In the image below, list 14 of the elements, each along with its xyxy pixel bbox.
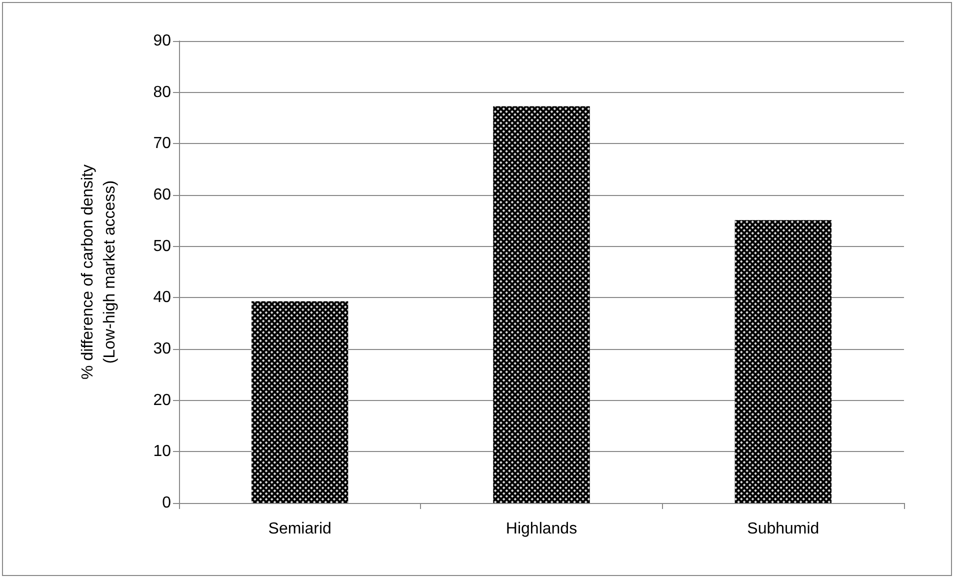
x-tick-label: Highlands [506, 520, 578, 538]
y-axis-title: % difference of carbon density (Low-high market access) [80, 164, 118, 380]
y-tick-label: 50 [153, 238, 172, 255]
y-tick-label: 90 [153, 32, 172, 50]
x-tick-label: Semiarid [268, 520, 332, 538]
y-tick-label: 80 [153, 84, 172, 101]
y-tick-label: 30 [153, 340, 172, 358]
x-tick-label: Subhumid [747, 520, 820, 538]
y-tick-label: 0 [162, 494, 172, 512]
y-tick-label: 10 [153, 443, 172, 460]
y-tick-label: 40 [153, 289, 172, 306]
y-tick-label: 20 [153, 392, 172, 409]
y-tick-label: 70 [153, 135, 172, 152]
y-tick-label: 60 [153, 186, 172, 204]
